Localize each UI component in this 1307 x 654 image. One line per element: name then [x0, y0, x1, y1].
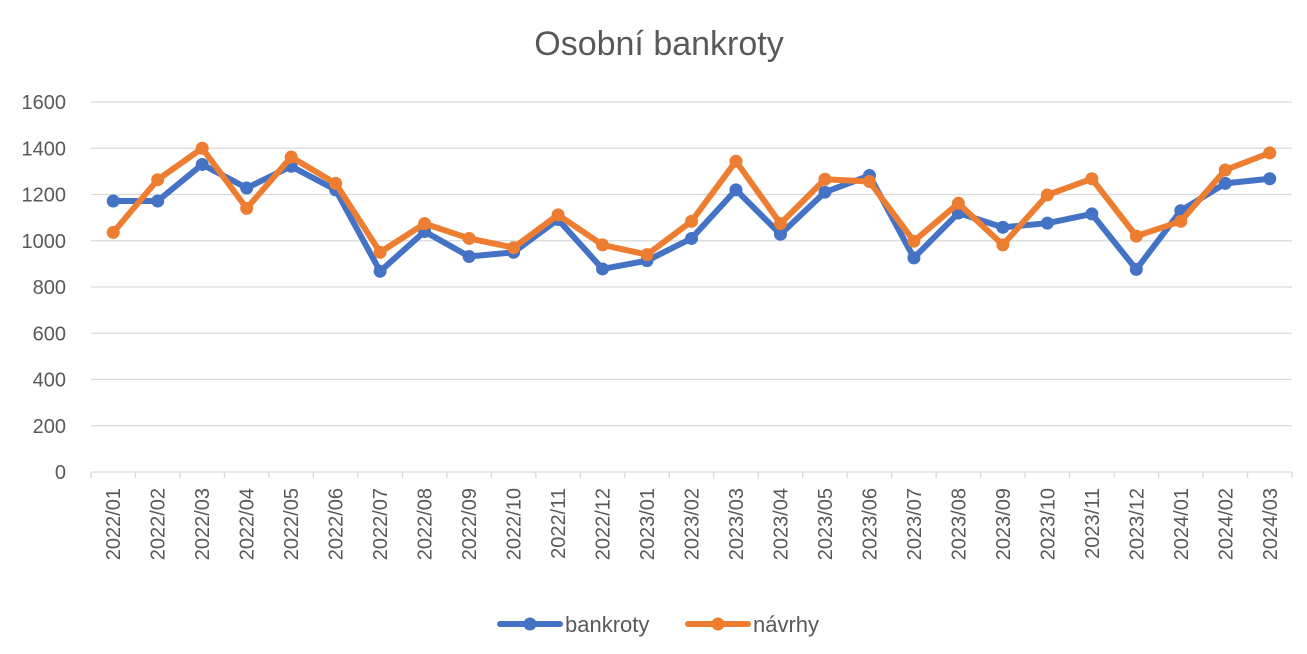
x-tick-label: 2023/01: [637, 488, 659, 560]
data-point: [1085, 207, 1099, 221]
data-point: [284, 150, 298, 164]
data-point: [1040, 188, 1054, 202]
data-point: [729, 183, 743, 197]
legend: bankroty návrhy: [497, 612, 819, 637]
data-point: [596, 238, 610, 252]
data-point: [240, 181, 254, 195]
series-lines: [106, 141, 1277, 278]
chart-title: Osobní bankroty: [534, 25, 783, 63]
data-point: [596, 262, 610, 276]
x-tick-label: 2022/12: [593, 488, 615, 560]
y-tick-label: 1200: [22, 185, 67, 207]
legend-item: návrhy: [685, 612, 819, 637]
x-tick-label: 2023/02: [682, 488, 704, 560]
data-point: [329, 176, 343, 190]
x-tick-label: 2022/04: [237, 488, 259, 560]
legend-label: návrhy: [753, 612, 819, 637]
data-point: [1218, 163, 1232, 177]
x-tick-label: 2023/03: [726, 488, 748, 560]
data-point: [1040, 216, 1054, 230]
data-point: [818, 185, 832, 199]
data-point: [685, 231, 698, 245]
data-point: [951, 196, 965, 210]
x-tick-label: 2022/11: [548, 488, 570, 559]
data-point: [1174, 214, 1188, 228]
data-point: [373, 264, 387, 278]
x-tick-label: 2023/07: [904, 488, 926, 560]
y-tick-label: 1000: [22, 231, 67, 253]
data-point: [907, 251, 921, 265]
data-point: [462, 249, 476, 263]
x-tick-label: 2023/05: [815, 488, 837, 560]
data-point: [907, 234, 921, 248]
legend-marker: [711, 617, 725, 631]
x-tick-label: 2023/06: [859, 488, 881, 560]
x-tick-label: 2022/02: [148, 488, 170, 560]
data-point: [1129, 262, 1143, 276]
data-point: [773, 217, 787, 231]
x-tick-label: 2024/02: [1215, 488, 1237, 560]
data-point: [1263, 146, 1277, 160]
data-point: [996, 238, 1010, 252]
data-point: [862, 175, 876, 189]
y-tick-label: 0: [55, 462, 66, 484]
data-point: [1218, 176, 1232, 190]
data-point: [773, 227, 787, 241]
gridlines: [91, 101, 1292, 473]
x-tick-label: 2023/09: [993, 488, 1015, 560]
x-tick-label: 2022/07: [370, 488, 392, 560]
data-point: [507, 241, 521, 255]
data-point: [418, 217, 432, 231]
x-tick-label: 2023/08: [948, 488, 970, 560]
x-tick-label: 2023/12: [1126, 488, 1148, 560]
data-point: [106, 225, 120, 239]
y-tick-label: 800: [33, 277, 66, 299]
data-point: [1129, 229, 1143, 243]
data-point: [818, 172, 832, 186]
series-2: [106, 141, 1277, 262]
y-axis-ticks: 0 200 400 600 800 1000 1200 1400 1600: [22, 92, 67, 484]
x-tick-label: 2022/10: [504, 488, 526, 560]
data-point: [685, 214, 698, 228]
x-tick-label: 2024/01: [1171, 488, 1193, 560]
data-point: [373, 245, 387, 259]
legend-marker: [523, 617, 537, 631]
x-tick-label: 2022/06: [326, 488, 348, 560]
x-axis-ticks: 2022/01 2022/02 2022/03 2022/04 2022/05 2022/…: [90, 472, 1293, 560]
x-tick-label: 2022/03: [192, 488, 214, 560]
y-tick-label: 600: [33, 323, 66, 345]
y-tick-label: 400: [33, 370, 66, 392]
y-tick-label: 1600: [22, 92, 67, 114]
x-tick-label: 2022/01: [103, 488, 125, 560]
x-tick-label: 2024/03: [1260, 488, 1282, 560]
x-tick-label: 2022/09: [459, 488, 481, 560]
data-point: [151, 173, 165, 187]
data-point: [996, 220, 1010, 234]
data-point: [551, 208, 565, 222]
data-point: [195, 157, 209, 171]
legend-item: bankroty: [497, 612, 649, 637]
data-point: [462, 231, 476, 245]
x-tick-label: 2022/08: [415, 488, 437, 560]
data-point: [1085, 172, 1099, 186]
data-point: [1263, 172, 1277, 186]
x-tick-label: 2023/11: [1082, 488, 1104, 559]
y-tick-label: 1400: [22, 138, 67, 160]
data-point: [240, 201, 254, 215]
x-tick-label: 2023/04: [770, 488, 792, 560]
y-tick-label: 200: [33, 416, 66, 438]
x-tick-label: 2023/10: [1037, 488, 1059, 560]
legend-label: bankroty: [565, 612, 649, 637]
data-point: [106, 194, 120, 208]
x-tick-label: 2022/05: [281, 488, 303, 560]
data-point: [640, 248, 654, 262]
data-point: [729, 154, 743, 168]
data-point: [151, 194, 165, 208]
data-point: [195, 141, 209, 155]
